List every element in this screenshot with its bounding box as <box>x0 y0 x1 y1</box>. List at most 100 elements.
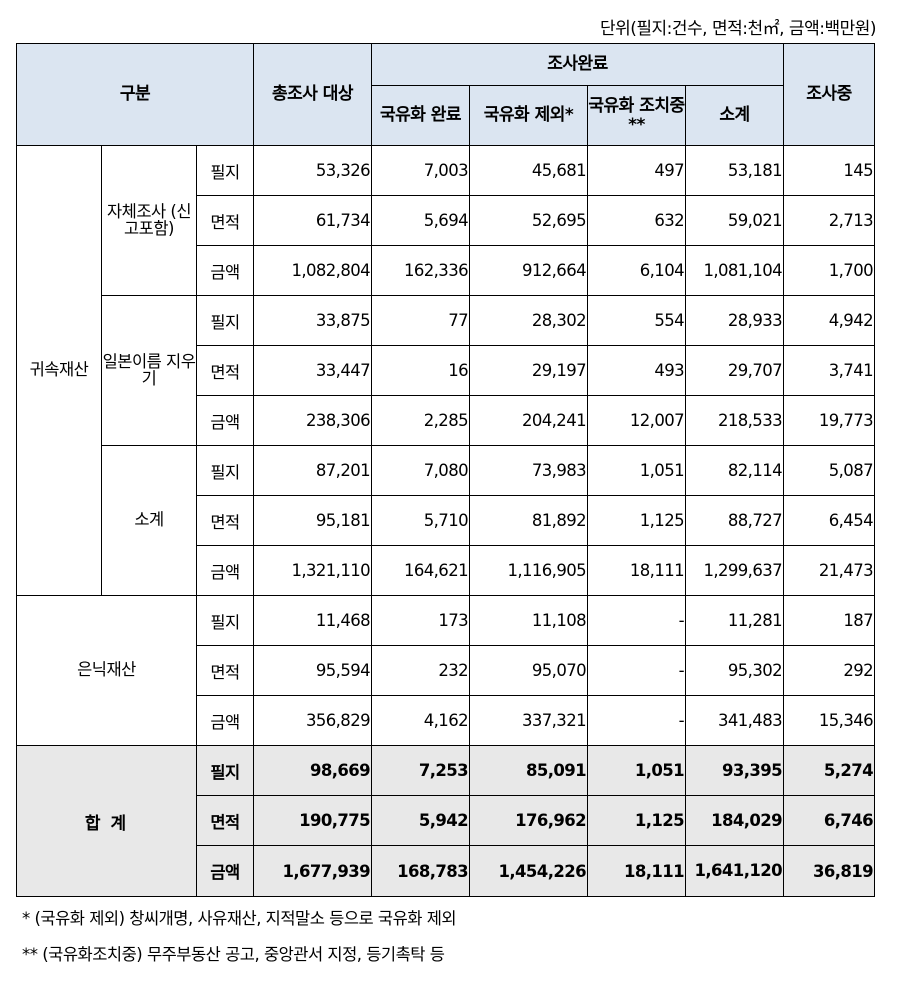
cell: 187 <box>783 595 876 646</box>
header-nationalized: 국유화 완료 <box>371 85 471 146</box>
cell: 1,641,120 <box>685 845 785 897</box>
header-investigating: 조사중 <box>783 43 876 146</box>
property-survey-table: 구분 총조사 대상 조사완료 조사중 국유화 완료 국유화 제외* 국유화 조치… <box>15 43 876 897</box>
cell: 1,051 <box>587 745 687 796</box>
cell: 53,181 <box>685 145 785 196</box>
cell: 29,707 <box>685 345 785 396</box>
cell: 98,669 <box>253 745 373 796</box>
cell: 6,746 <box>783 795 876 846</box>
cell: 18,111 <box>587 545 687 596</box>
header-subtotal: 소계 <box>685 85 785 146</box>
row-label: 필지 <box>195 145 255 196</box>
table-row: 일본이름 지우기 필지 33,875 77 28,302 554 28,933 … <box>17 295 876 446</box>
cell: 912,664 <box>469 245 589 296</box>
row-label: 금액 <box>195 695 255 746</box>
cell: 204,241 <box>469 395 589 446</box>
cell: 6,104 <box>587 245 687 296</box>
cell: 1,299,637 <box>685 545 785 596</box>
cell: 218,533 <box>685 395 785 446</box>
cell: 176,962 <box>469 795 589 846</box>
cell: 497 <box>587 145 687 196</box>
row-label: 금액 <box>195 545 255 596</box>
cell: 168,783 <box>371 845 471 897</box>
cell: 28,302 <box>469 295 589 346</box>
cell: 162,336 <box>371 245 471 296</box>
cell: 93,395 <box>685 745 785 796</box>
footnote-in-progress: ** (국유화조치중) 무주부동산 공고, 중앙관서 지정, 등기촉탁 등 <box>22 945 445 964</box>
cell: 21,473 <box>783 545 876 596</box>
cell: 28,933 <box>685 295 785 346</box>
header-category: 구분 <box>15 43 255 146</box>
cell: 1,321,110 <box>253 545 373 596</box>
cell: 4,942 <box>783 295 876 346</box>
row-label: 면적 <box>195 195 255 246</box>
cell: 95,070 <box>469 645 589 696</box>
cell: 95,302 <box>685 645 785 696</box>
cell: 337,321 <box>469 695 589 746</box>
cell: 12,007 <box>587 395 687 446</box>
cell: 6,454 <box>783 495 876 546</box>
table-row: 면적 61,734 5,694 52,695 632 59,021 2,713 <box>17 195 876 246</box>
row-label: 면적 <box>195 795 255 846</box>
table-row: 면적 95,181 5,710 81,892 1,125 88,727 6,45… <box>17 495 876 546</box>
cell: 554 <box>587 295 687 346</box>
cell: 81,892 <box>469 495 589 546</box>
unit-note: 단위(필지:건수, 면적:천㎡, 금액:백만원) <box>599 19 877 39</box>
row-label: 필지 <box>195 445 255 496</box>
cell: - <box>587 645 687 696</box>
cell: 1,082,804 <box>253 245 373 296</box>
table-row: 은닉재산 필지 11,468 173 11,108 - 11,281 187 <box>16 595 876 746</box>
cell: 59,021 <box>685 195 785 246</box>
cell: 73,983 <box>469 445 589 496</box>
row-label: 금액 <box>195 395 255 446</box>
cell: 1,116,905 <box>469 545 589 596</box>
cell: 145 <box>783 145 876 196</box>
cell: 77 <box>371 295 471 346</box>
row-label: 면적 <box>195 645 255 696</box>
cell: 88,727 <box>685 495 785 546</box>
group-hidden: 은닉재산 <box>16 595 197 746</box>
cell: 173 <box>371 595 471 646</box>
cell: 184,029 <box>685 795 785 846</box>
table-row: 소계 필지 87,201 7,080 73,983 1,051 82,114 5… <box>17 445 876 596</box>
cell: 238,306 <box>253 395 373 446</box>
cell: 1,125 <box>587 495 687 546</box>
header-in-progress: 국유화 조치중** <box>587 85 687 146</box>
group-self-survey: 자체조사 (신고포함) <box>101 145 197 296</box>
cell: 61,734 <box>253 195 373 246</box>
cell: 36,819 <box>783 845 876 897</box>
cell: 11,468 <box>253 595 373 646</box>
cell: 1,454,226 <box>469 845 589 897</box>
cell: 19,773 <box>783 395 876 446</box>
row-label: 필지 <box>195 295 255 346</box>
table-row: 금액 238,306 2,285 204,241 12,007 218,533 … <box>17 395 876 446</box>
cell: 1,677,939 <box>253 845 373 897</box>
cell: 11,108 <box>469 595 589 646</box>
table-row: 면적 33,447 16 29,197 493 29,707 3,741 <box>17 345 876 396</box>
cell: - <box>587 695 687 746</box>
row-label: 금액 <box>195 245 255 296</box>
cell: 18,111 <box>587 845 687 897</box>
cell: - <box>587 595 687 646</box>
cell: 5,087 <box>783 445 876 496</box>
cell: 85,091 <box>469 745 589 796</box>
row-label: 면적 <box>195 345 255 396</box>
cell: 190,775 <box>253 795 373 846</box>
table-row-total: 금액 1,677,939 168,783 1,454,226 18,111 1,… <box>17 845 876 897</box>
cell: 232 <box>371 645 471 696</box>
group-subtotal: 소계 <box>101 445 197 596</box>
table-row: 금액 1,082,804 162,336 912,664 6,104 1,081… <box>17 245 876 296</box>
cell: 15,346 <box>783 695 876 746</box>
row-label: 금액 <box>195 845 255 897</box>
table-row: 금액 1,321,110 164,621 1,116,905 18,111 1,… <box>17 545 876 596</box>
wrapped-value: 1,641,120 <box>694 861 783 881</box>
group-japanese-names: 일본이름 지우기 <box>101 295 197 446</box>
cell: 45,681 <box>469 145 589 196</box>
cell: 356,829 <box>253 695 373 746</box>
row-label: 필지 <box>195 745 255 796</box>
table-row-total: 합 계 필지 98,669 7,253 85,091 1,051 93,395 … <box>16 745 876 897</box>
cell: 82,114 <box>685 445 785 496</box>
footnotes: * (국유화 제외) 창씨개명, 사유재산, 지적말소 등으로 국유화 제외 *… <box>22 905 457 977</box>
cell: 33,447 <box>253 345 373 396</box>
header-excluded: 국유화 제외* <box>469 85 589 146</box>
